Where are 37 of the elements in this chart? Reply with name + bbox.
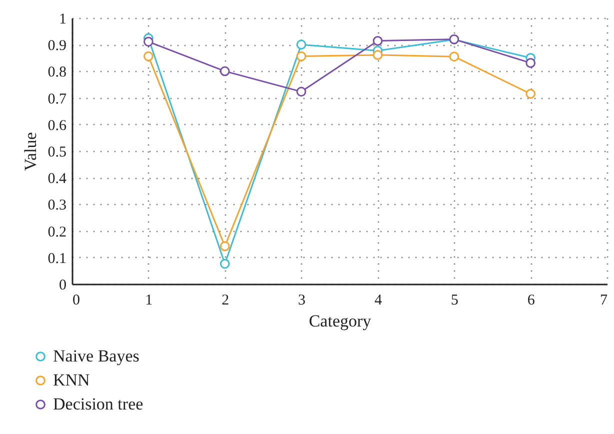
legend-label: Naive Bayes (53, 346, 140, 366)
legend-label: Decision tree (53, 394, 144, 414)
point (372, 36, 383, 46)
y-axis-title: Value (20, 132, 40, 171)
point (526, 58, 536, 68)
x-tick-label: 3 (298, 292, 306, 308)
y-tick-label: 0 (59, 278, 66, 294)
point (220, 66, 230, 76)
x-tick-label: 5 (450, 292, 458, 308)
y-tick-label: 1 (59, 12, 66, 28)
point (296, 40, 306, 50)
x-axis-title: Category (308, 312, 372, 330)
x-tick-label: 6 (527, 292, 536, 308)
point (143, 51, 154, 62)
y-tick-label: 0.8 (48, 64, 66, 81)
y-tick-label: 0.7 (48, 91, 67, 108)
x-tick-label: 1 (145, 292, 153, 308)
y-tick-label: 0.2 (48, 224, 66, 240)
point (372, 50, 383, 60)
x-tick-label: 0 (72, 292, 80, 308)
point (296, 51, 306, 62)
y-tick-label: 0.3 (48, 198, 66, 214)
point (220, 258, 230, 269)
y-tick-label: 0.5 (48, 144, 66, 160)
y-tick-label: 0.9 (48, 38, 66, 54)
y-tick-label: 0.1 (48, 250, 66, 267)
y-tick-label: 0.4 (48, 171, 67, 188)
x-tick-label: 2 (222, 292, 230, 308)
point (526, 88, 536, 99)
point (449, 52, 460, 62)
y-tick-label: 0.6 (48, 118, 67, 134)
x-tick-label: 4 (374, 292, 382, 308)
point (220, 241, 230, 252)
point (296, 86, 306, 97)
x-tick-label: 7 (600, 292, 608, 308)
point (143, 36, 154, 47)
legend-label: KNN (53, 370, 90, 390)
